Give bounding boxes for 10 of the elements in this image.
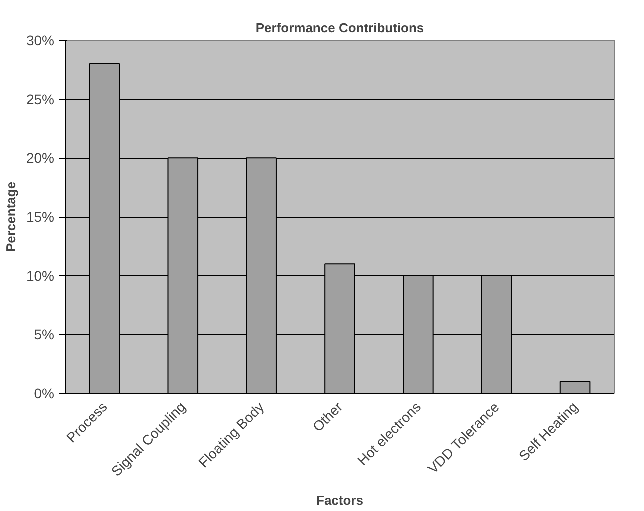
x-axis-title: Factors <box>316 493 364 508</box>
chart-title: Performance Contributions <box>256 20 424 36</box>
y-tick-label: 20% <box>26 150 55 166</box>
y-tick-label: 15% <box>26 209 55 225</box>
y-tick-label: 30% <box>26 32 55 48</box>
y-tick-label: 25% <box>26 91 55 108</box>
y-tick-label: 0% <box>34 386 54 402</box>
y-axis-title: Percentage <box>3 182 18 252</box>
y-tick-label: 5% <box>34 326 54 343</box>
y-tick-label: 10% <box>26 268 55 284</box>
